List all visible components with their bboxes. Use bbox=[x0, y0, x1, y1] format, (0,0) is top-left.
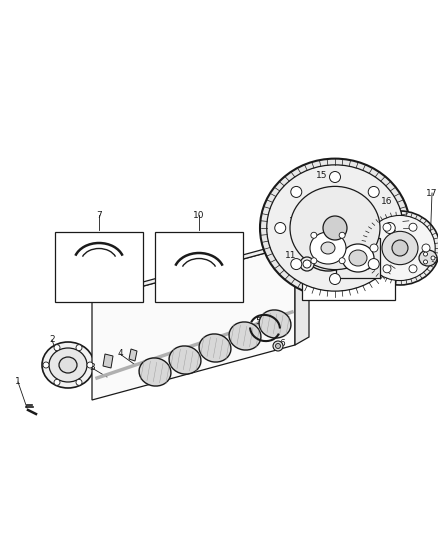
Ellipse shape bbox=[259, 310, 291, 338]
Ellipse shape bbox=[349, 250, 367, 266]
Circle shape bbox=[384, 222, 395, 233]
Text: 15: 15 bbox=[316, 171, 328, 180]
Circle shape bbox=[87, 362, 93, 368]
Text: 17: 17 bbox=[426, 189, 438, 198]
Ellipse shape bbox=[199, 334, 231, 362]
Circle shape bbox=[370, 244, 378, 252]
Ellipse shape bbox=[290, 187, 380, 270]
Circle shape bbox=[311, 258, 317, 264]
Circle shape bbox=[383, 265, 391, 273]
Text: 10: 10 bbox=[193, 211, 205, 220]
Text: 16: 16 bbox=[381, 198, 393, 206]
Ellipse shape bbox=[382, 231, 418, 265]
Ellipse shape bbox=[267, 165, 403, 291]
Circle shape bbox=[368, 187, 379, 197]
Polygon shape bbox=[92, 245, 295, 400]
Text: 13: 13 bbox=[369, 253, 381, 262]
Ellipse shape bbox=[169, 346, 201, 374]
Circle shape bbox=[323, 216, 347, 240]
Circle shape bbox=[409, 223, 417, 231]
Circle shape bbox=[431, 256, 435, 260]
Ellipse shape bbox=[310, 232, 346, 264]
Polygon shape bbox=[103, 354, 113, 368]
Circle shape bbox=[300, 257, 314, 271]
Polygon shape bbox=[92, 237, 309, 300]
Ellipse shape bbox=[321, 242, 335, 254]
Circle shape bbox=[275, 222, 286, 233]
Circle shape bbox=[43, 362, 49, 368]
Circle shape bbox=[329, 273, 340, 285]
Circle shape bbox=[424, 252, 427, 256]
Text: 3: 3 bbox=[89, 364, 95, 373]
Circle shape bbox=[383, 223, 391, 231]
Text: 4: 4 bbox=[117, 350, 123, 359]
Ellipse shape bbox=[342, 244, 374, 272]
Circle shape bbox=[392, 240, 408, 256]
Circle shape bbox=[291, 259, 302, 270]
Circle shape bbox=[273, 341, 283, 351]
Circle shape bbox=[422, 244, 430, 252]
Ellipse shape bbox=[49, 348, 87, 382]
Ellipse shape bbox=[42, 342, 94, 388]
Circle shape bbox=[409, 265, 417, 273]
Circle shape bbox=[76, 379, 82, 385]
Ellipse shape bbox=[59, 357, 77, 373]
Bar bbox=[336, 238, 380, 278]
Circle shape bbox=[339, 258, 345, 264]
Bar bbox=[155, 232, 243, 302]
Ellipse shape bbox=[260, 159, 410, 297]
Circle shape bbox=[329, 172, 340, 182]
Bar bbox=[302, 218, 395, 300]
Circle shape bbox=[311, 232, 317, 238]
Circle shape bbox=[291, 187, 302, 197]
Text: 5: 5 bbox=[255, 318, 261, 327]
Text: 6: 6 bbox=[279, 340, 285, 349]
Text: 11: 11 bbox=[285, 252, 297, 261]
Text: 2: 2 bbox=[49, 335, 55, 344]
Ellipse shape bbox=[139, 358, 171, 386]
Ellipse shape bbox=[419, 250, 437, 266]
Ellipse shape bbox=[229, 322, 261, 350]
Text: 1: 1 bbox=[15, 377, 21, 386]
Circle shape bbox=[54, 379, 60, 385]
Circle shape bbox=[54, 345, 60, 351]
Text: 7: 7 bbox=[96, 211, 102, 220]
Text: 14: 14 bbox=[386, 225, 398, 235]
Text: 12: 12 bbox=[290, 217, 301, 227]
Circle shape bbox=[276, 343, 280, 349]
Bar bbox=[55, 232, 143, 302]
Polygon shape bbox=[295, 237, 309, 345]
Ellipse shape bbox=[360, 211, 438, 285]
Circle shape bbox=[424, 260, 427, 264]
Circle shape bbox=[368, 259, 379, 270]
Ellipse shape bbox=[365, 215, 435, 280]
Ellipse shape bbox=[302, 225, 354, 271]
Polygon shape bbox=[129, 349, 137, 361]
Circle shape bbox=[339, 232, 345, 238]
Circle shape bbox=[303, 260, 311, 268]
Circle shape bbox=[76, 345, 82, 351]
